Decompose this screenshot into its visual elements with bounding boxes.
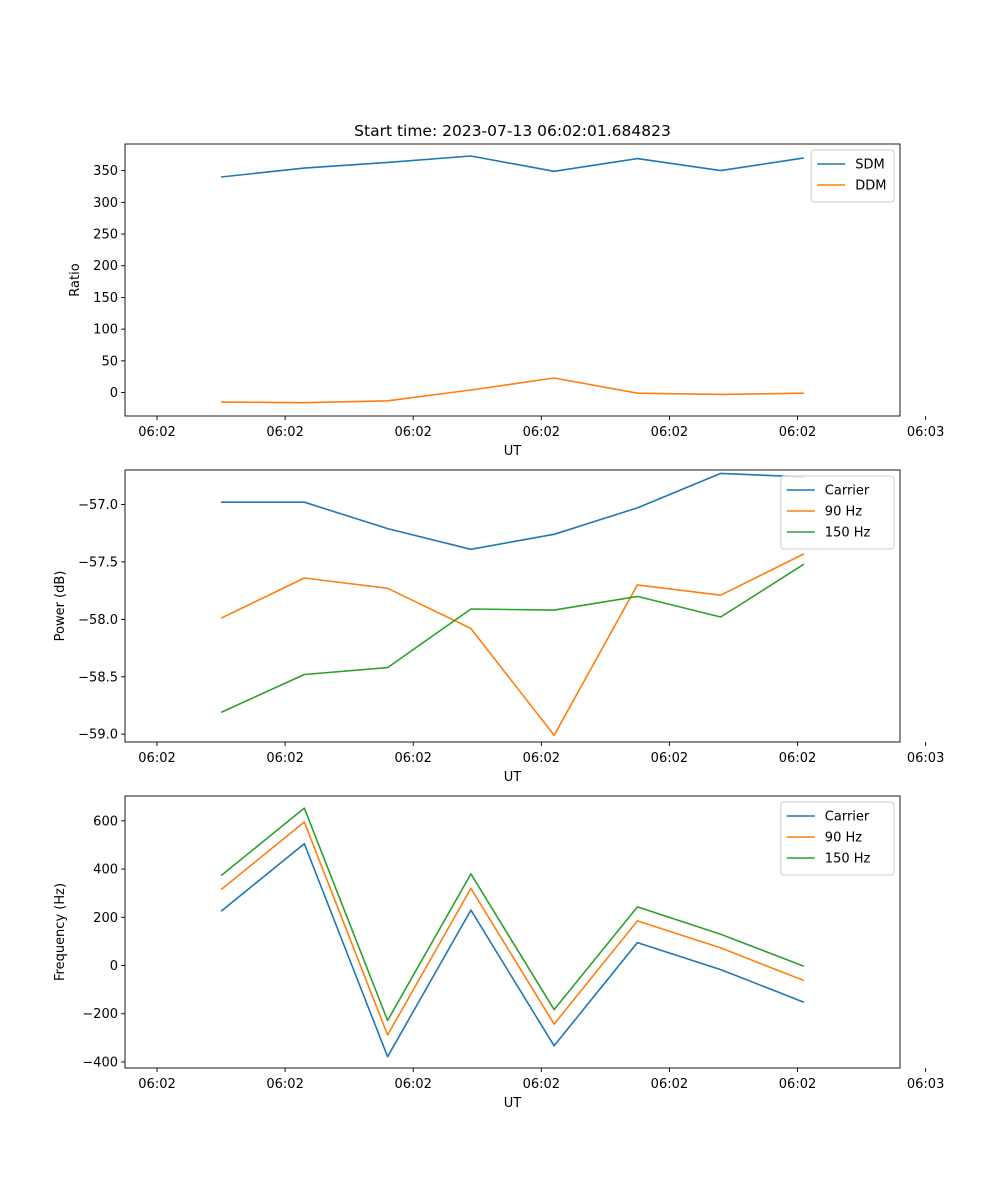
x-tick-label: 06:02 [394,751,431,766]
legend-box [780,475,895,550]
legend-label: DDM [855,179,886,194]
legend-label: 150 Hz [825,852,871,867]
x-tick-label: 06:03 [907,1077,944,1092]
x-tick-label: 06:02 [138,1077,175,1092]
x-tick-label: 06:02 [266,751,303,766]
series-line-carrier [220,842,805,1058]
legend-label: 150 Hz [825,526,871,541]
y-tick-label: −57.5 [78,555,118,570]
y-tick-label: 300 [93,196,118,211]
legend-label: Carrier [825,484,870,499]
y-tick-label: 0 [110,386,118,401]
y-tick-label: −58.0 [78,613,118,628]
axes-frame [124,143,901,417]
x-tick-label: 06:02 [523,1077,560,1092]
y-tick-label: 150 [93,291,118,306]
x-axis-label: UT [504,770,522,785]
axes-frame [124,469,901,743]
y-tick-label: −59.0 [78,728,118,743]
y-tick-label: −200 [82,1007,118,1022]
x-tick-label: 06:02 [779,425,816,440]
legend: Carrier 90 Hz 150 Hz [780,475,895,550]
series-line-150-hz [220,563,805,714]
chart-title: Start time: 2023-07-13 06:02:01.684823 [354,122,671,140]
y-axis-label: Ratio [68,263,83,296]
x-tick-label: 06:02 [779,751,816,766]
x-axis-label: UT [504,1096,522,1111]
x-tick-label: 06:02 [394,1077,431,1092]
y-axis-label: Power (dB) [53,571,68,642]
x-tick-label: 06:02 [523,751,560,766]
series-line-carrier [221,472,804,551]
chart-panel-1: Start time: 2023-07-13 06:02:01.684823 06… [68,122,944,459]
x-tick-label: 06:03 [907,751,944,766]
x-tick-label: 06:02 [651,1077,688,1092]
legend-label: SDM [855,158,884,173]
chart-panel-2: 06:02 06:02 06:02 06:02 06:02 06:02 06:03 UT −59… [53,469,944,785]
x-tick-label: 06:02 [394,425,431,440]
x-tick-label: 06:02 [779,1077,816,1092]
y-tick-label: 600 [93,814,118,829]
y-tick-label: 350 [93,164,118,179]
series-line-sdm [221,155,805,178]
series-line-150-hz [220,807,805,1022]
x-axis-label: UT [504,444,522,459]
axes-frame [124,795,901,1069]
x-tick-label: 06:02 [523,425,560,440]
x-tick-label: 06:02 [651,751,688,766]
legend-label: 90 Hz [825,505,862,520]
y-tick-label: 0 [110,959,118,974]
legend: Carrier 90 Hz 150 Hz [780,801,895,876]
y-axis-label: Frequency (Hz) [53,883,68,981]
x-tick-label: 06:02 [651,425,688,440]
series-line-90-hz [220,553,805,737]
y-tick-label: −57.0 [78,498,118,513]
x-tick-label: 06:02 [138,425,175,440]
y-tick-label: 100 [93,323,118,338]
y-tick-label: 250 [93,228,118,243]
x-tick-label: 06:02 [266,1077,303,1092]
chart-panel-3: 06:02 06:02 06:02 06:02 06:02 06:02 06:03 UT −40… [53,795,944,1111]
x-tick-label: 06:02 [138,751,175,766]
x-tick-label: 06:03 [907,425,944,440]
series-line-ddm [221,377,804,404]
legend-box [780,801,895,876]
y-tick-label: 400 [93,863,118,878]
y-tick-label: −400 [82,1055,118,1070]
y-tick-label: 200 [93,259,118,274]
y-tick-label: 50 [101,354,118,369]
legend-label: Carrier [825,810,870,825]
legend: SDM DDM [810,149,895,203]
y-tick-label: −58.5 [78,670,118,685]
legend-box [810,149,895,203]
y-tick-label: 200 [93,911,118,926]
series-line-90-hz [220,821,805,1036]
x-tick-label: 06:02 [266,425,303,440]
legend-label: 90 Hz [825,831,862,846]
